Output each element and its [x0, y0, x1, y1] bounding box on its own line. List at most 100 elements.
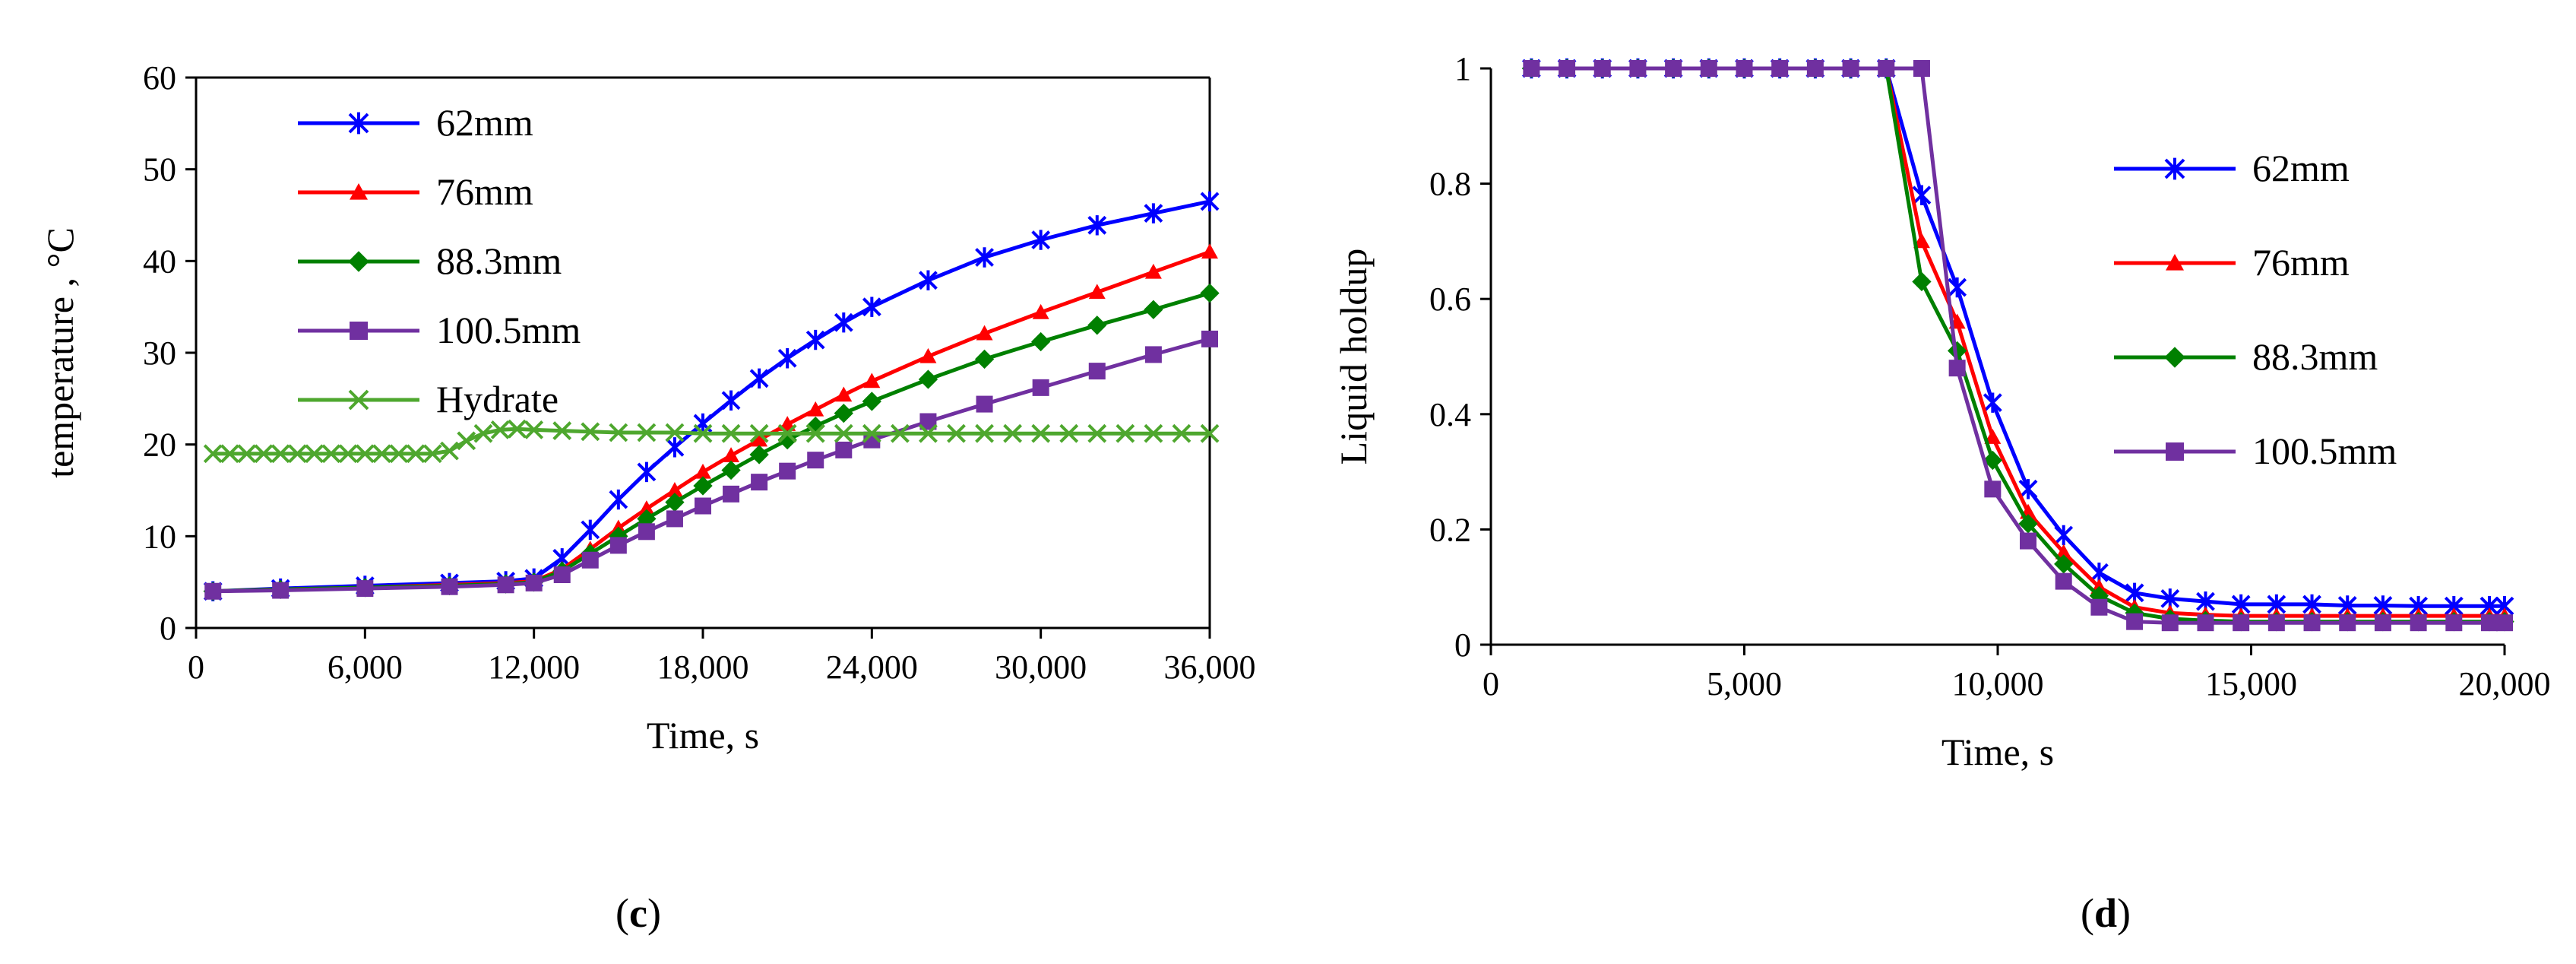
data-point: [1983, 450, 2002, 471]
data-point: [1559, 60, 1576, 77]
data-point: [2090, 598, 2108, 616]
y-tick-label: 0: [1454, 626, 1471, 664]
data-point: [637, 423, 657, 442]
y-axis-title: Liquid holdup: [1332, 249, 1375, 465]
y-tick-label: 0.8: [1429, 166, 1471, 203]
data-point: [422, 444, 442, 464]
x-tick-label: 10,000: [1952, 665, 2044, 702]
data-point: [695, 463, 711, 479]
data-point: [497, 576, 514, 594]
data-point: [1913, 233, 1930, 249]
data-point: [1629, 60, 1647, 77]
legend-label: 100.5mm: [2252, 430, 2397, 472]
data-point: [638, 523, 655, 541]
data-point: [1984, 429, 2002, 444]
x-tick-label: 0: [1483, 665, 1499, 702]
data-point: [2020, 532, 2037, 550]
data-point: [721, 390, 741, 411]
legend-item: 76mm: [2114, 241, 2350, 284]
data-point: [890, 423, 910, 443]
data-point: [1087, 423, 1107, 443]
data-point: [1031, 230, 1051, 250]
data-point: [305, 444, 324, 464]
data-point: [2339, 614, 2356, 632]
data-point: [1032, 303, 1049, 319]
data-point: [1806, 60, 1824, 77]
data-point: [2233, 614, 2250, 632]
x-tick-label: 5,000: [1707, 665, 1782, 702]
data-point: [1031, 331, 1051, 352]
legend-item: 88.3mm: [2114, 335, 2378, 378]
series-100-5mm: [204, 330, 1218, 600]
legend-label: 76mm: [436, 170, 533, 213]
data-point: [237, 444, 257, 464]
data-point: [1912, 185, 1932, 205]
data-point: [524, 420, 544, 439]
data-point: [2267, 614, 2285, 632]
data-point: [204, 582, 222, 600]
data-point: [271, 444, 290, 464]
data-point: [2054, 525, 2074, 546]
data-point: [777, 348, 797, 369]
data-point: [1700, 60, 1717, 77]
data-point: [552, 421, 572, 440]
data-point: [2197, 614, 2214, 632]
legend-item: 88.3mm: [298, 239, 562, 282]
data-point: [919, 347, 937, 363]
legend-swatch-marker: [350, 183, 368, 200]
data-point: [1087, 215, 1107, 236]
legend-label: 88.3mm: [436, 239, 562, 282]
data-point: [975, 247, 994, 268]
legend-label: 62mm: [436, 101, 533, 144]
data-point: [2018, 479, 2038, 499]
data-point: [457, 431, 476, 451]
x-tick-label: 6,000: [328, 648, 403, 686]
data-point: [609, 489, 628, 510]
legend-item: Hydrate: [298, 378, 559, 420]
legend-label: Hydrate: [436, 378, 559, 420]
data-point: [321, 444, 341, 464]
data-point: [338, 444, 358, 464]
y-tick-label: 0.6: [1429, 281, 1471, 318]
legend-swatch-marker: [348, 251, 369, 272]
legend-swatch-marker: [2166, 442, 2184, 461]
data-point: [834, 403, 853, 423]
data-point: [1842, 60, 1859, 77]
data-point: [807, 401, 824, 417]
y-tick-label: 1: [1454, 50, 1471, 87]
data-point: [1913, 60, 1930, 77]
data-point: [666, 510, 683, 528]
data-point: [508, 419, 527, 439]
data-point: [1172, 423, 1191, 443]
data-point: [203, 444, 223, 464]
data-point: [749, 423, 769, 443]
data-point: [976, 395, 993, 413]
data-point: [1144, 423, 1163, 443]
data-point: [1088, 363, 1106, 380]
data-point: [2445, 614, 2463, 632]
legend-label: 100.5mm: [436, 309, 581, 351]
x-axis-title: Time, s: [647, 714, 759, 756]
data-point: [1593, 60, 1611, 77]
series-hydrate: [203, 419, 1220, 464]
x-axis-title: Time, s: [1941, 731, 2054, 773]
data-point: [807, 452, 824, 469]
data-point: [1948, 277, 1967, 298]
data-point: [406, 444, 426, 464]
data-point: [976, 325, 993, 341]
y-tick-label: 20: [143, 427, 176, 464]
data-point: [693, 476, 713, 496]
data-point: [2054, 554, 2074, 574]
y-tick-label: 0.4: [1429, 396, 1471, 433]
y-tick-label: 0: [160, 610, 176, 647]
data-point: [1031, 423, 1051, 443]
legend: 62mm 76mm 88.3mm 100.5mm Hydrate: [298, 101, 581, 420]
data-point: [2126, 613, 2144, 630]
data-point: [389, 444, 409, 464]
data-point: [1144, 300, 1163, 319]
legend: 62mm 76mm 88.3mm 100.5mm: [2114, 147, 2397, 472]
data-point: [1736, 60, 1753, 77]
chart-panel-d: 0 0.2 0.4 0.6 0.8 1 0 5,000 10,000 15,000 20,000 Ti…: [1332, 50, 2551, 773]
data-point: [355, 444, 375, 464]
